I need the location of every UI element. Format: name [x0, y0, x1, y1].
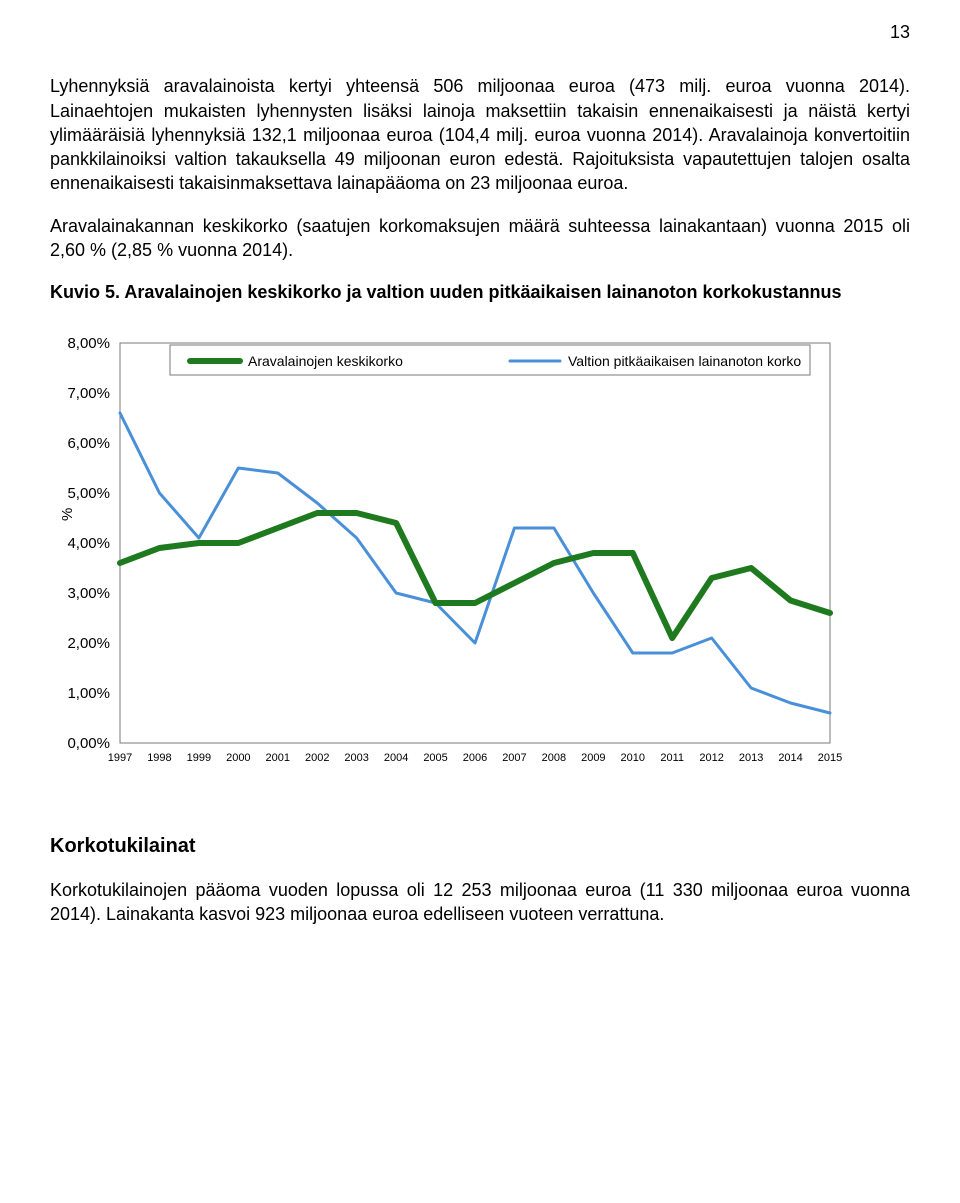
svg-text:2009: 2009 — [581, 752, 605, 764]
svg-text:5,00%: 5,00% — [67, 485, 110, 502]
svg-text:4,00%: 4,00% — [67, 535, 110, 552]
svg-text:Aravalainojen keskikorko: Aravalainojen keskikorko — [248, 353, 403, 369]
svg-text:3,00%: 3,00% — [67, 585, 110, 602]
line-chart: 0,00% 1,00% 2,00% 3,00% 4,00% 5,00% 6,00% 7,00%… — [50, 323, 850, 803]
svg-text:2006: 2006 — [463, 752, 487, 764]
svg-text:2010: 2010 — [621, 752, 645, 764]
svg-text:2011: 2011 — [660, 752, 684, 764]
svg-text:1997: 1997 — [108, 752, 132, 764]
svg-text:Valtion pitkäaikaisen lainanot: Valtion pitkäaikaisen lainanoton korko — [568, 353, 801, 369]
svg-text:8,00%: 8,00% — [67, 335, 110, 352]
svg-text:0,00%: 0,00% — [67, 735, 110, 752]
paragraph-1: Lyhennyksiä aravalainoista kertyi yhteen… — [50, 74, 910, 195]
page-number: 13 — [50, 20, 910, 44]
svg-text:1998: 1998 — [147, 752, 171, 764]
svg-text:%: % — [59, 507, 76, 520]
paragraph-3: Korkotukilainojen pääoma vuoden lopussa … — [50, 878, 910, 927]
svg-text:2007: 2007 — [502, 752, 526, 764]
svg-text:7,00%: 7,00% — [67, 385, 110, 402]
svg-text:2,00%: 2,00% — [67, 635, 110, 652]
svg-text:2002: 2002 — [305, 752, 329, 764]
kuvio-title: Kuvio 5. Aravalainojen keskikorko ja val… — [50, 280, 910, 304]
svg-text:2000: 2000 — [226, 752, 250, 764]
svg-text:6,00%: 6,00% — [67, 435, 110, 452]
svg-text:1999: 1999 — [187, 752, 211, 764]
svg-text:2008: 2008 — [542, 752, 566, 764]
svg-text:2005: 2005 — [423, 752, 447, 764]
svg-text:1,00%: 1,00% — [67, 685, 110, 702]
svg-text:2014: 2014 — [778, 752, 802, 764]
kuvio-title-text: Aravalainojen keskikorko ja valtion uude… — [120, 282, 842, 302]
svg-text:2001: 2001 — [266, 752, 290, 764]
kuvio-number: Kuvio 5. — [50, 282, 120, 302]
svg-text:2015: 2015 — [818, 752, 842, 764]
chart-container: 0,00% 1,00% 2,00% 3,00% 4,00% 5,00% 6,00% 7,00%… — [50, 323, 910, 803]
svg-text:2004: 2004 — [384, 752, 408, 764]
svg-text:2013: 2013 — [739, 752, 763, 764]
svg-text:2003: 2003 — [344, 752, 368, 764]
document-page: 13 Lyhennyksiä aravalainoista kertyi yht… — [0, 0, 960, 964]
subheading-korkotukilainat: Korkotukilainat — [50, 833, 910, 860]
svg-text:2012: 2012 — [699, 752, 723, 764]
paragraph-2: Aravalainakannan keskikorko (saatujen ko… — [50, 214, 910, 263]
